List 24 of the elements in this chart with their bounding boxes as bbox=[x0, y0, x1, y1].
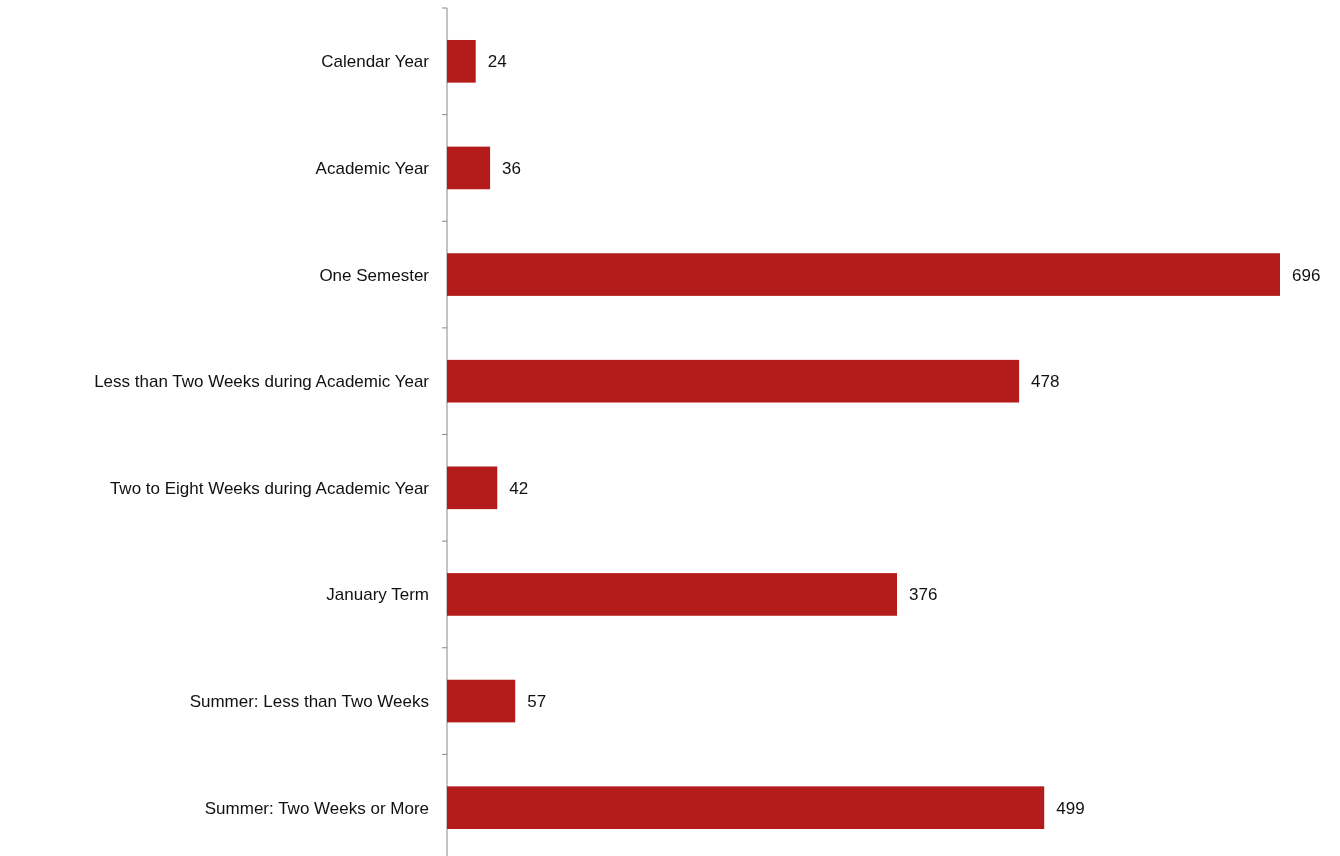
y-tick-label: One Semester bbox=[319, 265, 430, 285]
data-label: 24 bbox=[487, 52, 507, 72]
y-tick-label: Summer: Two Weeks or More bbox=[204, 798, 429, 818]
data-label: 478 bbox=[1031, 372, 1060, 392]
y-tick-label: January Term bbox=[326, 585, 429, 605]
data-label: 36 bbox=[502, 158, 522, 178]
bar bbox=[447, 679, 516, 723]
data-label: 42 bbox=[509, 478, 529, 498]
bar bbox=[447, 146, 491, 190]
bar bbox=[447, 253, 1280, 296]
bar bbox=[447, 466, 498, 510]
bar bbox=[447, 573, 898, 616]
y-tick-label: Less than Two Weeks during Academic Year bbox=[94, 372, 430, 392]
y-tick-label: Two to Eight Weeks during Academic Year bbox=[109, 478, 430, 498]
y-tick-label: Academic Year bbox=[315, 158, 430, 178]
data-label: 499 bbox=[1056, 798, 1085, 818]
data-label: 376 bbox=[909, 585, 938, 605]
data-label: 57 bbox=[527, 692, 547, 712]
bar bbox=[447, 39, 476, 83]
y-tick-label: Summer: Less than Two Weeks bbox=[189, 692, 429, 712]
bar bbox=[447, 786, 1045, 830]
data-label: 696 bbox=[1292, 265, 1321, 285]
y-tick-label: Calendar Year bbox=[321, 52, 430, 72]
bar bbox=[447, 359, 1020, 403]
